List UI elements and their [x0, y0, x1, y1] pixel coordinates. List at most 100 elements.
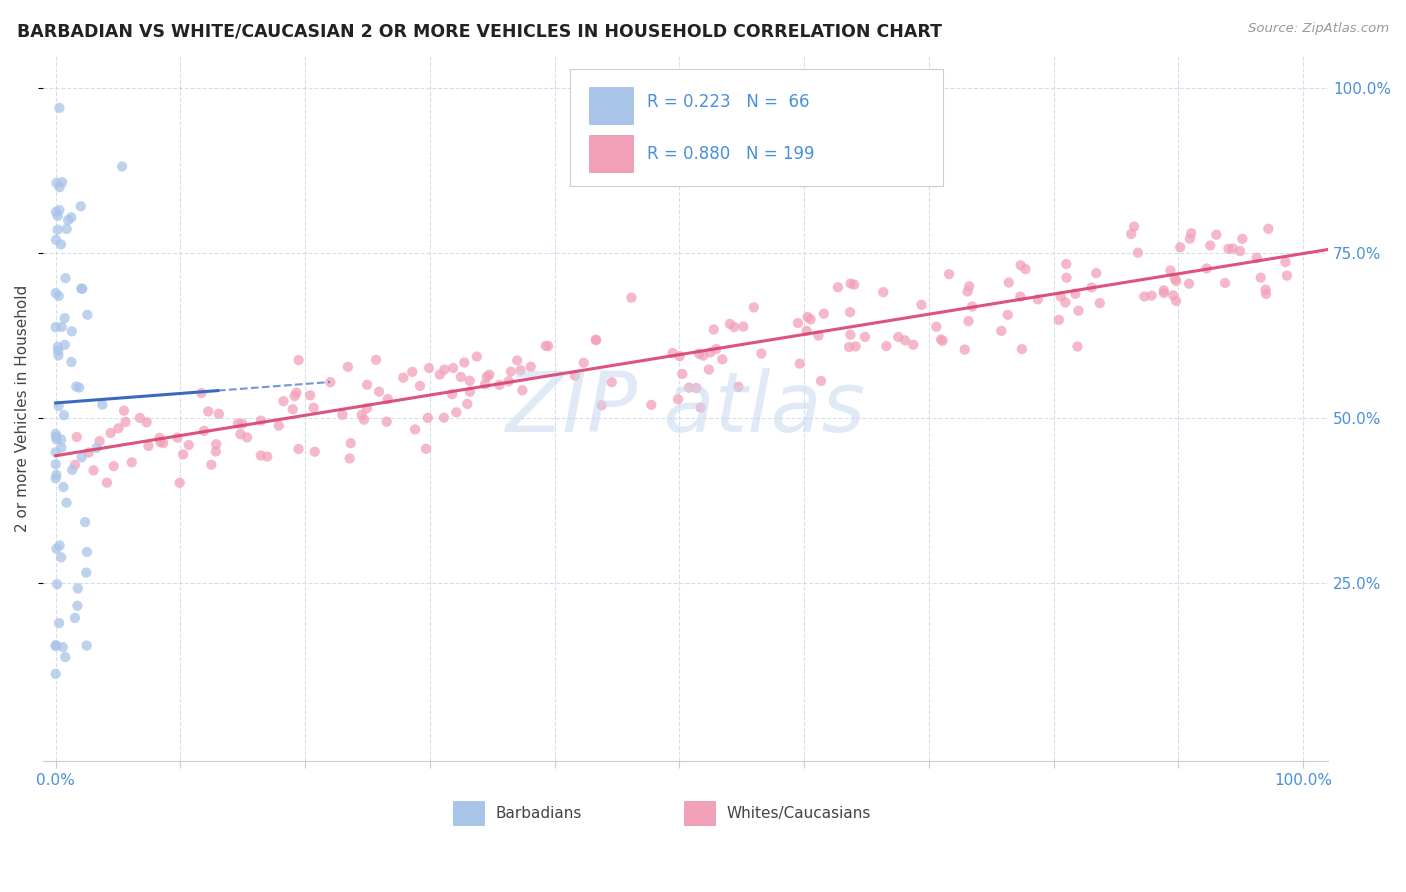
- Point: [433, 410, 456, 425]
- Point: [46, 340, 69, 354]
- Point: [839, 327, 862, 342]
- Point: [336, 359, 359, 374]
- Point: [810, 374, 832, 388]
- Point: [208, 407, 231, 421]
- Point: [287, 442, 309, 456]
- Point: [49, 433, 72, 447]
- Point: [957, 279, 980, 293]
- Point: [688, 347, 710, 361]
- Point: [319, 375, 342, 389]
- Point: [474, 377, 496, 392]
- Point: [1140, 288, 1163, 302]
- Point: [46, 343, 69, 358]
- Point: [70, 282, 93, 296]
- Point: [718, 317, 741, 331]
- Point: [813, 307, 835, 321]
- Point: [63, 458, 86, 472]
- Point: [149, 434, 172, 449]
- Point: [55, 496, 77, 510]
- Point: [1195, 261, 1218, 276]
- Point: [284, 389, 307, 403]
- Point: [1229, 244, 1251, 258]
- Point: [1274, 255, 1296, 269]
- FancyBboxPatch shape: [589, 87, 633, 124]
- Text: Barbadians: Barbadians: [495, 805, 582, 821]
- FancyBboxPatch shape: [589, 135, 633, 171]
- Point: [401, 365, 423, 379]
- Point: [339, 451, 361, 466]
- Point: [70, 450, 93, 465]
- Point: [48, 616, 70, 631]
- Point: [910, 298, 932, 312]
- Point: [52, 640, 75, 654]
- Point: [205, 437, 228, 451]
- Point: [409, 379, 432, 393]
- Point: [446, 405, 468, 419]
- Point: [65, 379, 87, 393]
- Point: [591, 398, 613, 412]
- Point: [418, 361, 440, 376]
- Point: [789, 357, 811, 371]
- Point: [205, 444, 228, 458]
- Point: [1080, 280, 1102, 294]
- Point: [1222, 242, 1244, 256]
- Point: [332, 408, 354, 422]
- Point: [441, 387, 464, 401]
- Point: [997, 276, 1019, 290]
- Point: [46, 209, 69, 223]
- Text: Whites/Caucasians: Whites/Caucasians: [727, 805, 872, 821]
- Point: [807, 328, 830, 343]
- Point: [339, 436, 361, 450]
- Point: [429, 368, 451, 382]
- Point: [1010, 258, 1032, 272]
- Point: [498, 374, 520, 388]
- Point: [197, 404, 219, 418]
- Point: [1159, 263, 1181, 277]
- Point: [433, 362, 456, 376]
- Point: [666, 392, 689, 407]
- Point: [749, 346, 772, 360]
- Point: [83, 463, 105, 477]
- Point: [796, 324, 818, 338]
- Point: [1133, 289, 1156, 303]
- Point: [46, 577, 69, 591]
- Point: [53, 338, 76, 352]
- FancyBboxPatch shape: [685, 801, 716, 825]
- Point: [1014, 262, 1036, 277]
- Point: [1232, 232, 1254, 246]
- Point: [1250, 270, 1272, 285]
- Point: [534, 339, 557, 353]
- Point: [45, 457, 67, 471]
- Point: [1168, 240, 1191, 254]
- Text: Source: ZipAtlas.com: Source: ZipAtlas.com: [1249, 22, 1389, 36]
- Point: [872, 285, 894, 300]
- Point: [509, 363, 531, 377]
- Point: [506, 353, 529, 368]
- Point: [77, 445, 100, 459]
- Point: [887, 330, 910, 344]
- Point: [733, 319, 755, 334]
- Point: [685, 381, 707, 395]
- Point: [353, 412, 375, 426]
- Point: [138, 439, 160, 453]
- Point: [1153, 284, 1175, 298]
- Point: [45, 432, 67, 446]
- Point: [1218, 242, 1240, 256]
- Point: [249, 449, 271, 463]
- Point: [404, 422, 426, 436]
- Point: [51, 175, 73, 189]
- Point: [75, 515, 97, 529]
- Point: [1056, 270, 1078, 285]
- Y-axis label: 2 or more Vehicles in Household: 2 or more Vehicles in Household: [15, 285, 30, 532]
- Point: [364, 352, 387, 367]
- Point: [1049, 290, 1071, 304]
- Point: [488, 378, 510, 392]
- Text: R = 0.223   N =  66: R = 0.223 N = 66: [647, 94, 810, 112]
- Point: [121, 455, 143, 469]
- Point: [76, 639, 98, 653]
- Point: [45, 638, 67, 652]
- Point: [838, 340, 860, 354]
- Point: [45, 205, 67, 219]
- Point: [956, 285, 979, 299]
- Point: [149, 431, 172, 445]
